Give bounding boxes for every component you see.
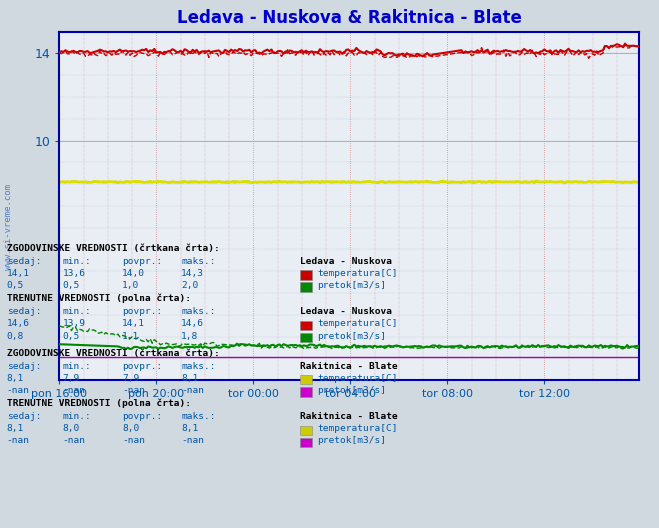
Text: -nan: -nan (63, 386, 86, 395)
Text: Ledava - Nuskova: Ledava - Nuskova (300, 307, 392, 316)
Text: TRENUTNE VREDNOSTI (polna črta):: TRENUTNE VREDNOSTI (polna črta): (7, 294, 190, 304)
Text: min.:: min.: (63, 412, 92, 421)
Text: 13,9: 13,9 (63, 319, 86, 328)
Text: sedaj:: sedaj: (7, 257, 41, 266)
Text: 0,5: 0,5 (63, 332, 80, 341)
Text: 14,1: 14,1 (122, 319, 145, 328)
Text: pretok[m3/s]: pretok[m3/s] (317, 386, 386, 395)
Text: 7,9: 7,9 (122, 374, 139, 383)
Text: 8,1: 8,1 (181, 374, 198, 383)
Text: 0,5: 0,5 (7, 281, 24, 290)
Text: 2,0: 2,0 (181, 281, 198, 290)
Text: 14,6: 14,6 (181, 319, 204, 328)
Text: -nan: -nan (63, 437, 86, 446)
Text: www.si-vreme.com: www.si-vreme.com (4, 184, 13, 270)
Text: sedaj:: sedaj: (7, 412, 41, 421)
Text: 14,1: 14,1 (7, 269, 30, 278)
Text: Rakitnica - Blate: Rakitnica - Blate (300, 412, 397, 421)
Text: povpr.:: povpr.: (122, 362, 162, 371)
Text: ZGODOVINSKE VREDNOSTI (črtkana črta):: ZGODOVINSKE VREDNOSTI (črtkana črta): (7, 244, 219, 253)
Text: maks.:: maks.: (181, 412, 215, 421)
Text: maks.:: maks.: (181, 257, 215, 266)
Text: -nan: -nan (181, 437, 204, 446)
Text: maks.:: maks.: (181, 307, 215, 316)
Text: povpr.:: povpr.: (122, 307, 162, 316)
Title: Ledava - Nuskova & Rakitnica - Blate: Ledava - Nuskova & Rakitnica - Blate (177, 10, 522, 27)
Text: -nan: -nan (122, 437, 145, 446)
Text: 14,3: 14,3 (181, 269, 204, 278)
Text: pretok[m3/s]: pretok[m3/s] (317, 437, 386, 446)
Text: 0,8: 0,8 (7, 332, 24, 341)
Text: min.:: min.: (63, 362, 92, 371)
Text: temperatura[C]: temperatura[C] (317, 425, 397, 433)
Text: 1,1: 1,1 (122, 332, 139, 341)
Text: 13,6: 13,6 (63, 269, 86, 278)
Text: 14,6: 14,6 (7, 319, 30, 328)
Text: pretok[m3/s]: pretok[m3/s] (317, 281, 386, 290)
Text: temperatura[C]: temperatura[C] (317, 269, 397, 278)
Text: 1,0: 1,0 (122, 281, 139, 290)
Text: -nan: -nan (7, 437, 30, 446)
Text: Ledava - Nuskova: Ledava - Nuskova (300, 257, 392, 266)
Text: 8,0: 8,0 (63, 425, 80, 433)
Text: 7,9: 7,9 (63, 374, 80, 383)
Text: sedaj:: sedaj: (7, 362, 41, 371)
Text: -nan: -nan (181, 386, 204, 395)
Text: min.:: min.: (63, 257, 92, 266)
Text: 8,0: 8,0 (122, 425, 139, 433)
Text: ZGODOVINSKE VREDNOSTI (črtkana črta):: ZGODOVINSKE VREDNOSTI (črtkana črta): (7, 348, 219, 357)
Text: Rakitnica - Blate: Rakitnica - Blate (300, 362, 397, 371)
Text: temperatura[C]: temperatura[C] (317, 374, 397, 383)
Text: 8,1: 8,1 (7, 374, 24, 383)
Text: 1,8: 1,8 (181, 332, 198, 341)
Text: -nan: -nan (122, 386, 145, 395)
Text: TRENUTNE VREDNOSTI (polna črta):: TRENUTNE VREDNOSTI (polna črta): (7, 399, 190, 408)
Text: -nan: -nan (7, 386, 30, 395)
Text: povpr.:: povpr.: (122, 257, 162, 266)
Text: 8,1: 8,1 (7, 425, 24, 433)
Text: 0,5: 0,5 (63, 281, 80, 290)
Text: 14,0: 14,0 (122, 269, 145, 278)
Text: 8,1: 8,1 (181, 425, 198, 433)
Text: sedaj:: sedaj: (7, 307, 41, 316)
Text: min.:: min.: (63, 307, 92, 316)
Text: pretok[m3/s]: pretok[m3/s] (317, 332, 386, 341)
Text: temperatura[C]: temperatura[C] (317, 319, 397, 328)
Text: povpr.:: povpr.: (122, 412, 162, 421)
Text: maks.:: maks.: (181, 362, 215, 371)
